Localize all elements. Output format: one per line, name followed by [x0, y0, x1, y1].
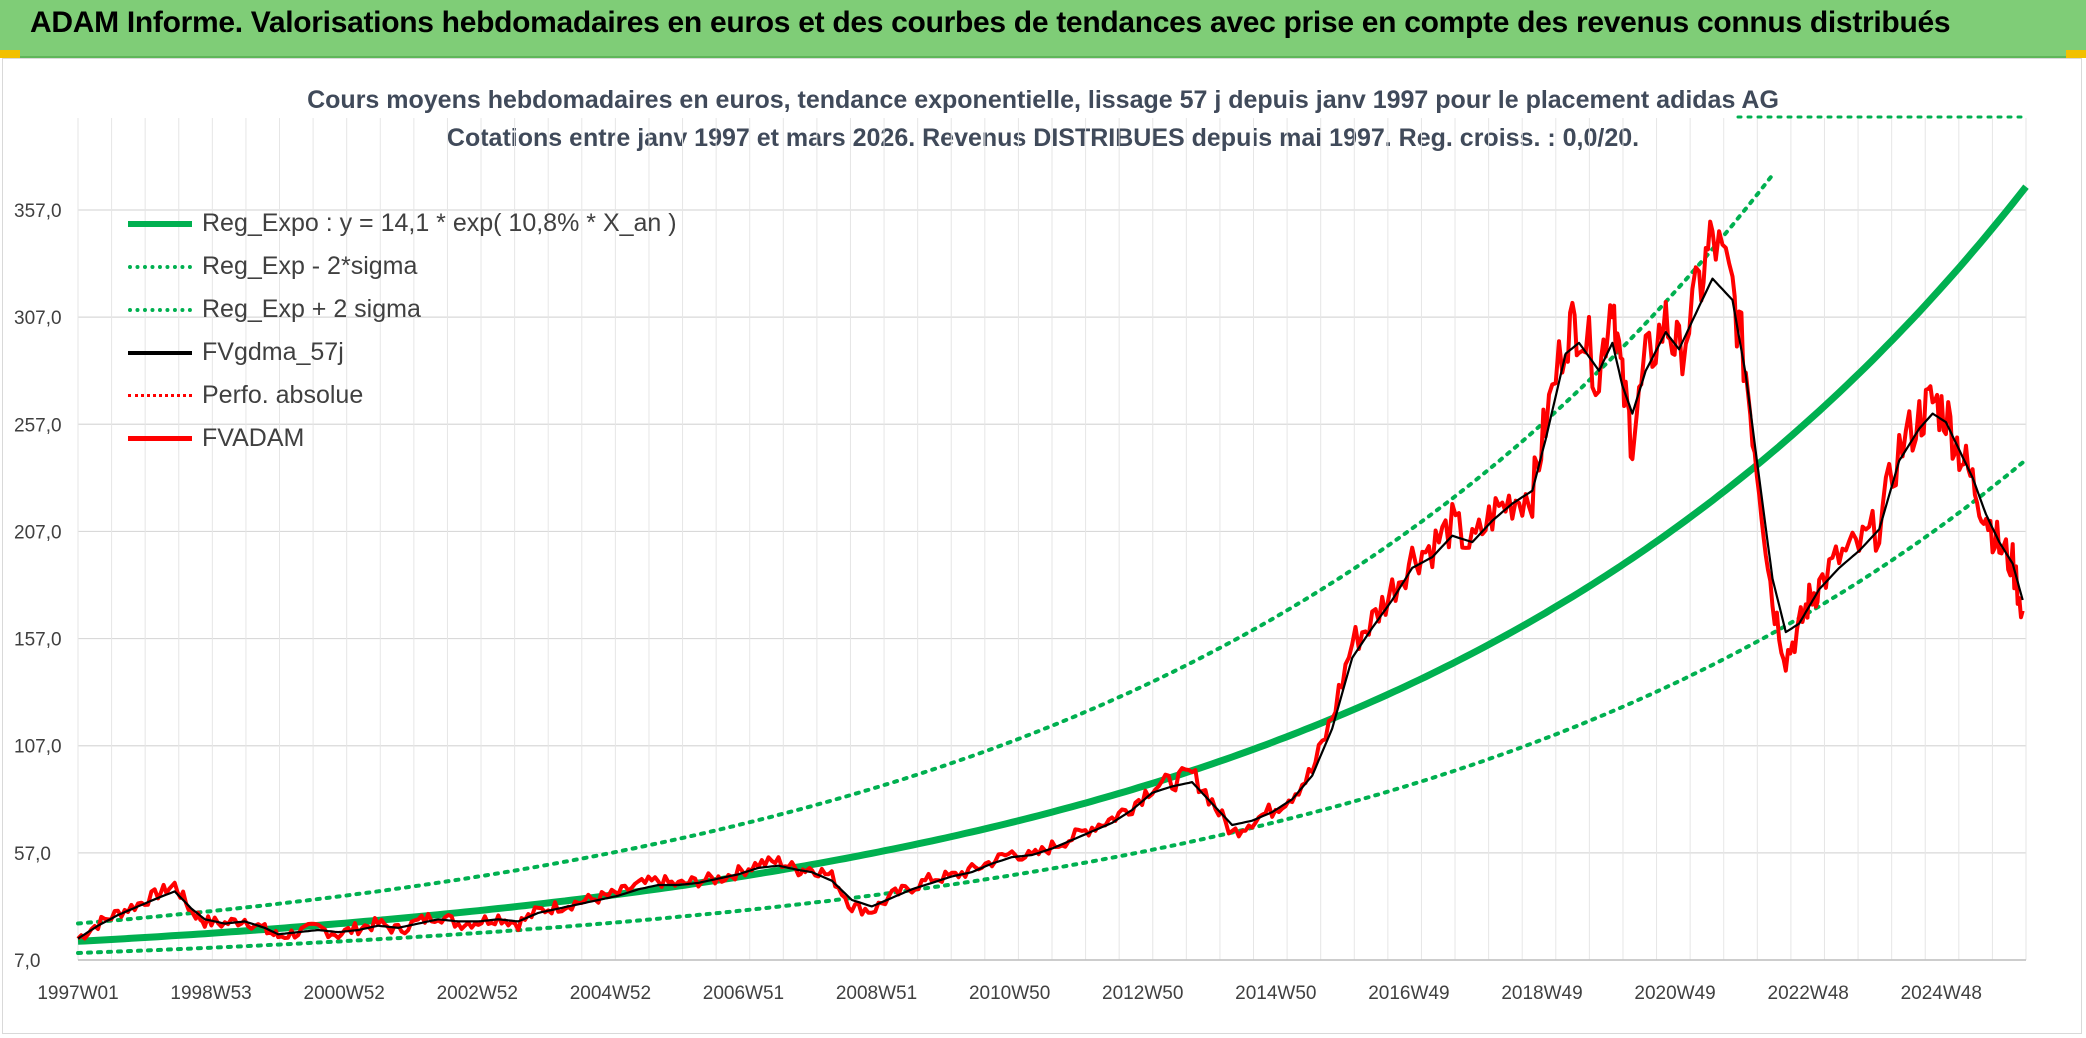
chart-frame: [2, 58, 2082, 1034]
y-tick-label: 257,0: [14, 415, 62, 436]
page-title: ADAM Informe. Valorisations hebdomadaire…: [30, 6, 1951, 39]
y-tick-label: 157,0: [14, 630, 62, 651]
banner-accent-right: [2066, 50, 2086, 58]
legend-item-reg-expo: Reg_Expo : y = 14,1 * exp( 10,8% * X_an …: [128, 202, 677, 245]
x-tick-label: 2012W50: [1102, 983, 1183, 1004]
x-tick-label: 2022W48: [1768, 983, 1849, 1004]
y-axis-ticks: 357,0 307,0 257,0 207,0 157,0 107,0 57,0 7,0: [14, 201, 62, 972]
series-fvgdma: [77, 277, 2024, 940]
y-tick-label: 57,0: [14, 844, 51, 865]
legend-label-fvgdma: FVgdma_57j: [202, 338, 344, 366]
legend-swatch-reg-minus: [128, 264, 192, 269]
x-tick-label: 2008W51: [836, 983, 917, 1004]
y-tick-label: 7,0: [14, 951, 40, 972]
legend-swatch-fvgdma: [128, 350, 192, 355]
legend-swatch-reg-plus: [128, 307, 192, 312]
legend-swatch-perfo: [128, 394, 192, 397]
legend-item-fvgdma: FVgdma_57j: [128, 331, 677, 374]
header-banner: ADAM Informe. Valorisations hebdomadaire…: [0, 0, 2086, 58]
series-reg-plus-2sigma: [76, 172, 1775, 926]
chart-title-line2: Cotations entre janv 1997 et mars 2026. …: [446, 124, 1640, 152]
series-reg-minus-2sigma: [76, 457, 2028, 955]
legend-item-reg-minus: Reg_Exp - 2*sigma: [128, 245, 677, 288]
y-tick-label: 107,0: [14, 737, 62, 758]
x-tick-label: 2010W50: [969, 983, 1050, 1004]
x-tick-label: 2014W50: [1235, 983, 1316, 1004]
legend-swatch-reg-expo: [128, 220, 192, 227]
chart-series: [76, 115, 2029, 955]
legend-label-fvadam: FVADAM: [202, 424, 305, 452]
y-tick-label: 307,0: [14, 308, 62, 329]
banner-accent-left: [0, 50, 20, 58]
y-tick-label: 207,0: [14, 522, 62, 543]
series-reg-expo: [77, 184, 2029, 945]
legend-item-perfo: Perfo. absolue: [128, 374, 677, 417]
series-fvadam: [76, 219, 2025, 941]
x-tick-label: 2020W49: [1634, 983, 1715, 1004]
x-tick-label: 1997W01: [37, 983, 118, 1004]
x-tick-label: 2016W49: [1368, 983, 1449, 1004]
x-tick-label: 1998W53: [170, 983, 251, 1004]
chart-title-line1: Cours moyens hebdomadaires en euros, ten…: [307, 86, 1779, 114]
chart-legend: Reg_Expo : y = 14,1 * exp( 10,8% * X_an …: [128, 202, 677, 460]
legend-item-fvadam: FVADAM: [128, 417, 677, 460]
legend-item-reg-plus: Reg_Exp + 2 sigma: [128, 288, 677, 331]
y-tick-label: 357,0: [14, 201, 62, 222]
legend-label-reg-plus: Reg_Exp + 2 sigma: [202, 295, 421, 323]
legend-swatch-fvadam: [128, 436, 192, 441]
x-tick-label: 2024W48: [1901, 983, 1982, 1004]
x-tick-label: 2002W52: [437, 983, 518, 1004]
x-tick-label: 2000W52: [304, 983, 385, 1004]
chart-grid: [77, 118, 2027, 961]
legend-label-reg-expo: Reg_Expo : y = 14,1 * exp( 10,8% * X_an …: [202, 209, 677, 237]
legend-label-reg-minus: Reg_Exp - 2*sigma: [202, 252, 418, 280]
x-tick-label: 2018W49: [1501, 983, 1582, 1004]
x-axis-ticks: 1997W01 1998W53 2000W52 2002W52 2004W52 2006W…: [37, 983, 1982, 1004]
x-tick-label: 2004W52: [570, 983, 651, 1004]
legend-label-perfo: Perfo. absolue: [202, 381, 364, 409]
x-tick-label: 2006W51: [703, 983, 784, 1004]
